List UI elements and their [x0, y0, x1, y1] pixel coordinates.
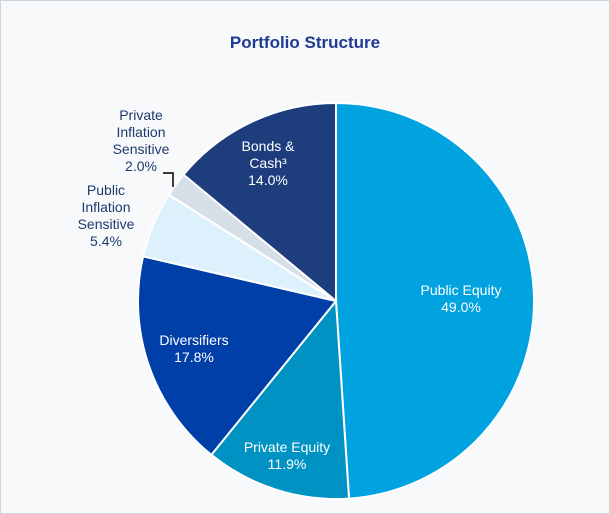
slice-name: Bonds & Cash³	[241, 137, 295, 171]
pie-slice	[209, 298, 351, 500]
slice-name: Private Equity	[243, 439, 331, 455]
slice-value: 14.0%	[248, 171, 288, 188]
slice-label: Bonds & Cash³ 14.0%	[213, 138, 323, 189]
slice-value: 17.8%	[174, 349, 214, 365]
slice-label: Public Inflation Sensitive 5.4%	[51, 182, 161, 250]
leader-line	[163, 172, 174, 187]
slice-name: Private Inflation Sensitive	[112, 107, 170, 157]
slice-name: Public Inflation Sensitive	[77, 182, 135, 232]
chart-title: Portfolio Structure	[229, 33, 381, 52]
slice-name: Diversifiers	[159, 332, 229, 348]
slice-label: Public Equity 49.0%	[406, 282, 516, 316]
slice-label: Diversifiers 17.8%	[139, 332, 249, 366]
slice-value: 49.0%	[441, 299, 481, 315]
slice-label: Private Equity 11.9%	[232, 439, 342, 473]
slice-value: 5.4%	[90, 233, 122, 249]
pie-slice	[335, 101, 535, 500]
pie-slice	[182, 101, 337, 304]
pie-slice	[137, 255, 338, 457]
slice-name: Public Equity	[420, 282, 502, 298]
slice-value: 11.9%	[267, 456, 307, 472]
slice-label: Private Inflation Sensitive 2.0%	[86, 107, 196, 175]
slice-value: 2.0%	[125, 158, 157, 174]
